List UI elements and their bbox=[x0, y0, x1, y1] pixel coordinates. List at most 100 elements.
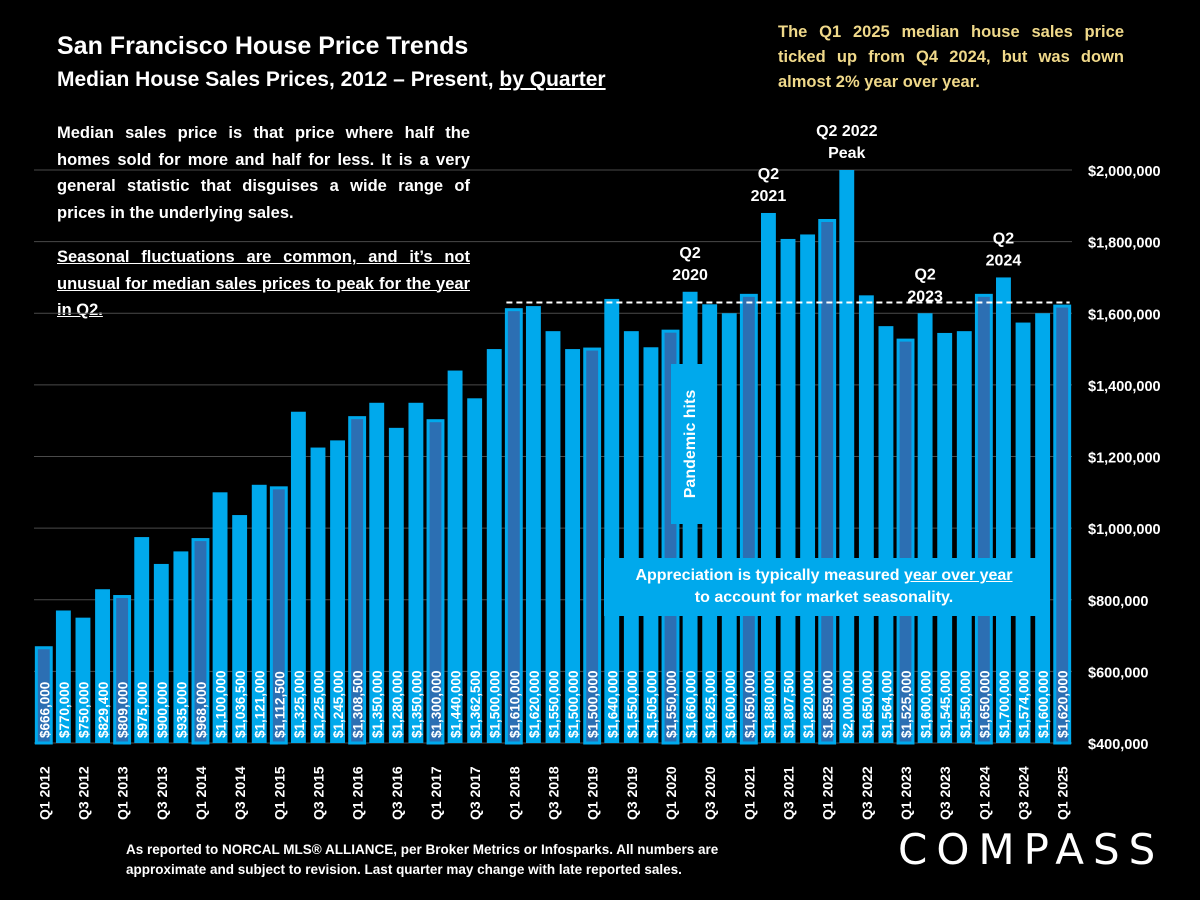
bar-value-label: $1,550,000 bbox=[958, 670, 973, 738]
x-tick-label: Q1 2012 bbox=[36, 766, 52, 820]
x-tick-label: Q3 2014 bbox=[232, 766, 248, 820]
x-tick-label: Q1 2019 bbox=[585, 766, 601, 820]
bar-value-label: $1,574,000 bbox=[1017, 670, 1032, 738]
bar bbox=[251, 484, 267, 743]
x-tick-label: Q1 2024 bbox=[976, 766, 992, 820]
bar bbox=[643, 347, 659, 743]
bar-value-label: $1,300,000 bbox=[429, 670, 444, 738]
x-tick-label: Q3 2015 bbox=[310, 766, 326, 820]
bar bbox=[75, 617, 91, 743]
x-tick-label: Q1 2020 bbox=[663, 766, 679, 820]
bar-value-label: $1,564,000 bbox=[879, 670, 894, 738]
y-tick-label: $600,000 bbox=[1088, 665, 1148, 681]
bar-value-label: $1,100,000 bbox=[214, 670, 229, 738]
bar-value-label: $1,600,000 bbox=[723, 670, 738, 738]
bar-value-label: $1,620,000 bbox=[527, 670, 542, 738]
bar-value-label: $1,700,000 bbox=[997, 670, 1012, 738]
bar bbox=[408, 402, 424, 743]
bar-value-label: $975,000 bbox=[135, 682, 150, 738]
y-tick-label: $1,800,000 bbox=[1088, 236, 1161, 252]
bar bbox=[878, 326, 894, 743]
bar bbox=[134, 537, 150, 743]
bar-value-label: $1,820,000 bbox=[801, 670, 816, 738]
annotation-label: 2020 bbox=[672, 267, 708, 284]
bar-value-label: $1,545,000 bbox=[938, 670, 953, 738]
bar-q1 bbox=[191, 538, 210, 745]
x-axis-labels: Q1 2012 Q3 2012 Q1 2013 Q3 2013 Q1 2014 Q3 20… bbox=[36, 766, 1070, 820]
description-paragraph-1: Median sales price is that price where h… bbox=[57, 124, 470, 222]
appreciation-link: year over year bbox=[904, 567, 1013, 584]
x-tick-label: Q1 2023 bbox=[898, 766, 914, 820]
bar bbox=[721, 313, 737, 743]
chart-bars bbox=[34, 170, 1072, 745]
bar bbox=[956, 331, 972, 743]
bar bbox=[917, 313, 933, 743]
x-tick-label: Q3 2013 bbox=[154, 766, 170, 820]
y-tick-label: $1,400,000 bbox=[1088, 379, 1161, 395]
bar-value-label: $1,859,000 bbox=[821, 670, 836, 738]
appreciation-note: Appreciation is typically measured year … bbox=[604, 558, 1044, 616]
bar-value-label: $1,505,000 bbox=[644, 670, 659, 738]
bar bbox=[486, 349, 502, 743]
bar bbox=[310, 447, 326, 743]
bar-value-label: $770,000 bbox=[57, 682, 72, 738]
bar-q1 bbox=[113, 595, 132, 745]
source-footnote: As reported to NORCAL MLS® ALLIANCE, per… bbox=[126, 842, 719, 877]
bar bbox=[330, 440, 346, 743]
bar-value-label: $1,807,500 bbox=[782, 670, 797, 738]
bar-value-label: $1,550,000 bbox=[664, 670, 679, 738]
bar-value-label: $1,245,000 bbox=[331, 670, 346, 738]
x-tick-label: Q1 2016 bbox=[350, 766, 366, 820]
x-tick-label: Q1 2017 bbox=[428, 766, 444, 820]
bar bbox=[525, 306, 541, 743]
bar-value-label: $829,400 bbox=[96, 682, 111, 738]
bar-q1 bbox=[1053, 304, 1072, 745]
bar-value-label: $1,600,000 bbox=[1036, 670, 1051, 738]
bar-q1 bbox=[896, 338, 915, 745]
chart-title: San Francisco House Price Trends bbox=[57, 32, 469, 60]
y-tick-label: $1,600,000 bbox=[1088, 307, 1161, 323]
bar-q1 bbox=[818, 218, 837, 745]
bar-value-label: $2,000,000 bbox=[840, 670, 855, 738]
bar-value-label: $1,112,500 bbox=[272, 671, 287, 738]
bar bbox=[839, 170, 855, 743]
bar-value-label: $750,000 bbox=[76, 682, 91, 738]
bar-value-label: $1,308,500 bbox=[351, 670, 366, 738]
bar-q1 bbox=[269, 486, 288, 745]
bar bbox=[95, 589, 110, 743]
pandemic-label-box: Pandemic hits bbox=[671, 364, 711, 524]
bar bbox=[173, 551, 189, 743]
x-tick-label: Q1 2022 bbox=[820, 766, 836, 820]
x-tick-label: Q1 2018 bbox=[506, 766, 522, 820]
x-tick-label: Q3 2017 bbox=[467, 766, 483, 820]
bar-value-label: $1,036,500 bbox=[233, 670, 248, 738]
bar-value-label: $1,280,000 bbox=[390, 670, 405, 738]
appreciation-text-2: to account for market seasonality. bbox=[694, 589, 954, 606]
x-tick-label: Q3 2018 bbox=[546, 766, 562, 820]
bar-value-label: $1,610,000 bbox=[507, 670, 522, 738]
x-tick-label: Q1 2015 bbox=[271, 766, 287, 820]
bar bbox=[858, 295, 874, 743]
bar bbox=[780, 238, 796, 743]
bar-value-label: $1,650,000 bbox=[860, 670, 875, 738]
annotation-label: Q2 bbox=[993, 230, 1014, 247]
x-tick-label: Q3 2012 bbox=[75, 766, 91, 820]
bar-value-label: $1,650,000 bbox=[977, 670, 992, 738]
bar bbox=[467, 398, 483, 743]
compass-logo: COMPASS bbox=[898, 825, 1165, 874]
bar-value-label: $935,000 bbox=[174, 682, 189, 738]
bar-value-label: $900,000 bbox=[155, 682, 170, 738]
bar-value-label: $1,525,000 bbox=[899, 670, 914, 738]
x-tick-label: Q3 2016 bbox=[389, 766, 405, 820]
bar bbox=[760, 212, 776, 744]
quarter-annotations: Q2 2020 Q2 2021 Q2 2022 Peak Q2 2023 Q2 2024 bbox=[672, 123, 1021, 305]
annotation-label: 2024 bbox=[986, 252, 1022, 269]
bar-value-label: $1,660,000 bbox=[684, 670, 699, 738]
yoy-callout: The Q1 2025 median house sales price tic… bbox=[778, 23, 1124, 91]
bar-value-label: $1,500,000 bbox=[488, 670, 503, 738]
bar-value-label: $1,620,000 bbox=[1056, 670, 1071, 738]
description-paragraph-2: Seasonal fluctuations are common, and it… bbox=[57, 248, 470, 319]
bar-value-label: $666,000 bbox=[37, 682, 52, 738]
bar-q1 bbox=[504, 308, 523, 745]
bar-q1 bbox=[583, 347, 602, 745]
